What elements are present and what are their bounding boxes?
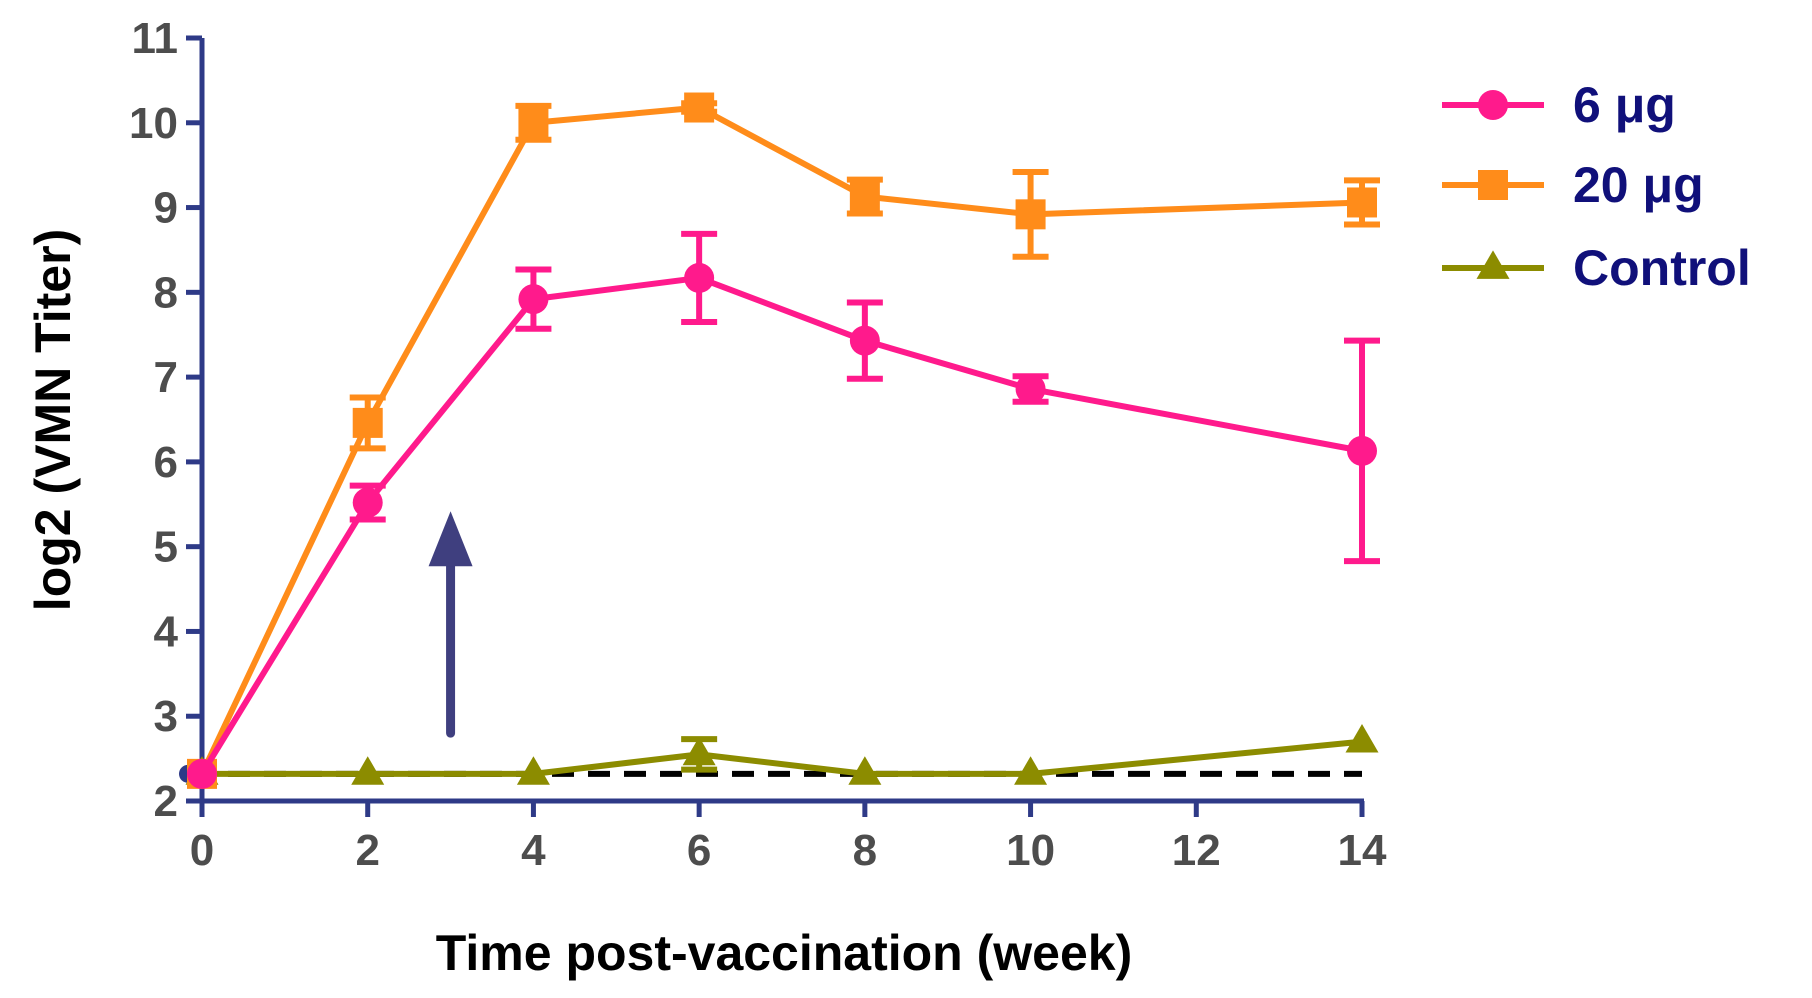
data-point: [684, 262, 715, 293]
data-point: [849, 325, 880, 356]
data-point: [1014, 756, 1048, 785]
data-point: [1347, 435, 1377, 466]
data-point: [684, 92, 715, 123]
y-tick-label: 10: [129, 99, 178, 148]
data-point: [187, 758, 217, 789]
legend-marker: [1476, 250, 1510, 279]
series-square: [187, 92, 1380, 789]
legend-label: Control: [1573, 240, 1751, 296]
y-tick-label: 4: [154, 607, 179, 656]
y-tick-label: 9: [154, 184, 178, 233]
x-axis-title: Time post-vaccination (week): [436, 925, 1132, 981]
data-point: [351, 756, 385, 785]
series-line: [202, 738, 1363, 777]
series-circle: [187, 230, 1380, 789]
x-tick-label: 4: [521, 826, 546, 875]
y-tick-label: 8: [154, 268, 178, 317]
series-line: [199, 104, 1363, 776]
arrow-head: [428, 511, 473, 567]
data-point: [516, 756, 550, 785]
annotation-layer: [428, 511, 473, 738]
y-tick-label: 11: [131, 14, 178, 63]
data-point: [518, 284, 549, 315]
data-point: [518, 107, 549, 138]
x-tick-label: 8: [853, 826, 877, 875]
x-tick-label: 12: [1172, 826, 1221, 875]
x-tick-label: 2: [355, 826, 379, 875]
y-tick-label: 5: [154, 523, 178, 572]
legend-item: Control: [1442, 240, 1751, 296]
y-axis-title: log2 (VMN Titer): [25, 229, 81, 611]
data-point: [352, 487, 383, 518]
x-tick-label: 0: [190, 826, 214, 875]
legend: 6 μg 20 μg Control: [1442, 77, 1751, 296]
y-tick-label: 6: [154, 438, 178, 487]
legend-marker: [1478, 90, 1508, 120]
x-tick-label: 6: [687, 826, 711, 875]
data-point: [352, 407, 383, 438]
y-tick-label: 3: [154, 692, 178, 741]
data-point: [849, 181, 880, 212]
x-tick-label: 10: [1006, 826, 1055, 875]
legend-item: 6 μg: [1442, 77, 1676, 133]
data-point: [1347, 187, 1377, 218]
legend-marker: [1478, 170, 1508, 200]
series-layer: [185, 92, 1380, 789]
y-tick-label: 2: [154, 777, 178, 826]
data-point: [848, 756, 882, 785]
data-point: [1345, 723, 1379, 753]
x-tick-label: 14: [1338, 826, 1387, 875]
legend-item: 20 μg: [1442, 157, 1704, 213]
data-point: [1015, 373, 1046, 404]
legend-label: 20 μg: [1573, 157, 1704, 213]
data-point: [682, 736, 716, 766]
data-point: [1015, 199, 1046, 230]
legend-label: 6 μg: [1573, 77, 1676, 133]
y-tick-label: 7: [154, 353, 178, 402]
series-line: [199, 274, 1363, 776]
